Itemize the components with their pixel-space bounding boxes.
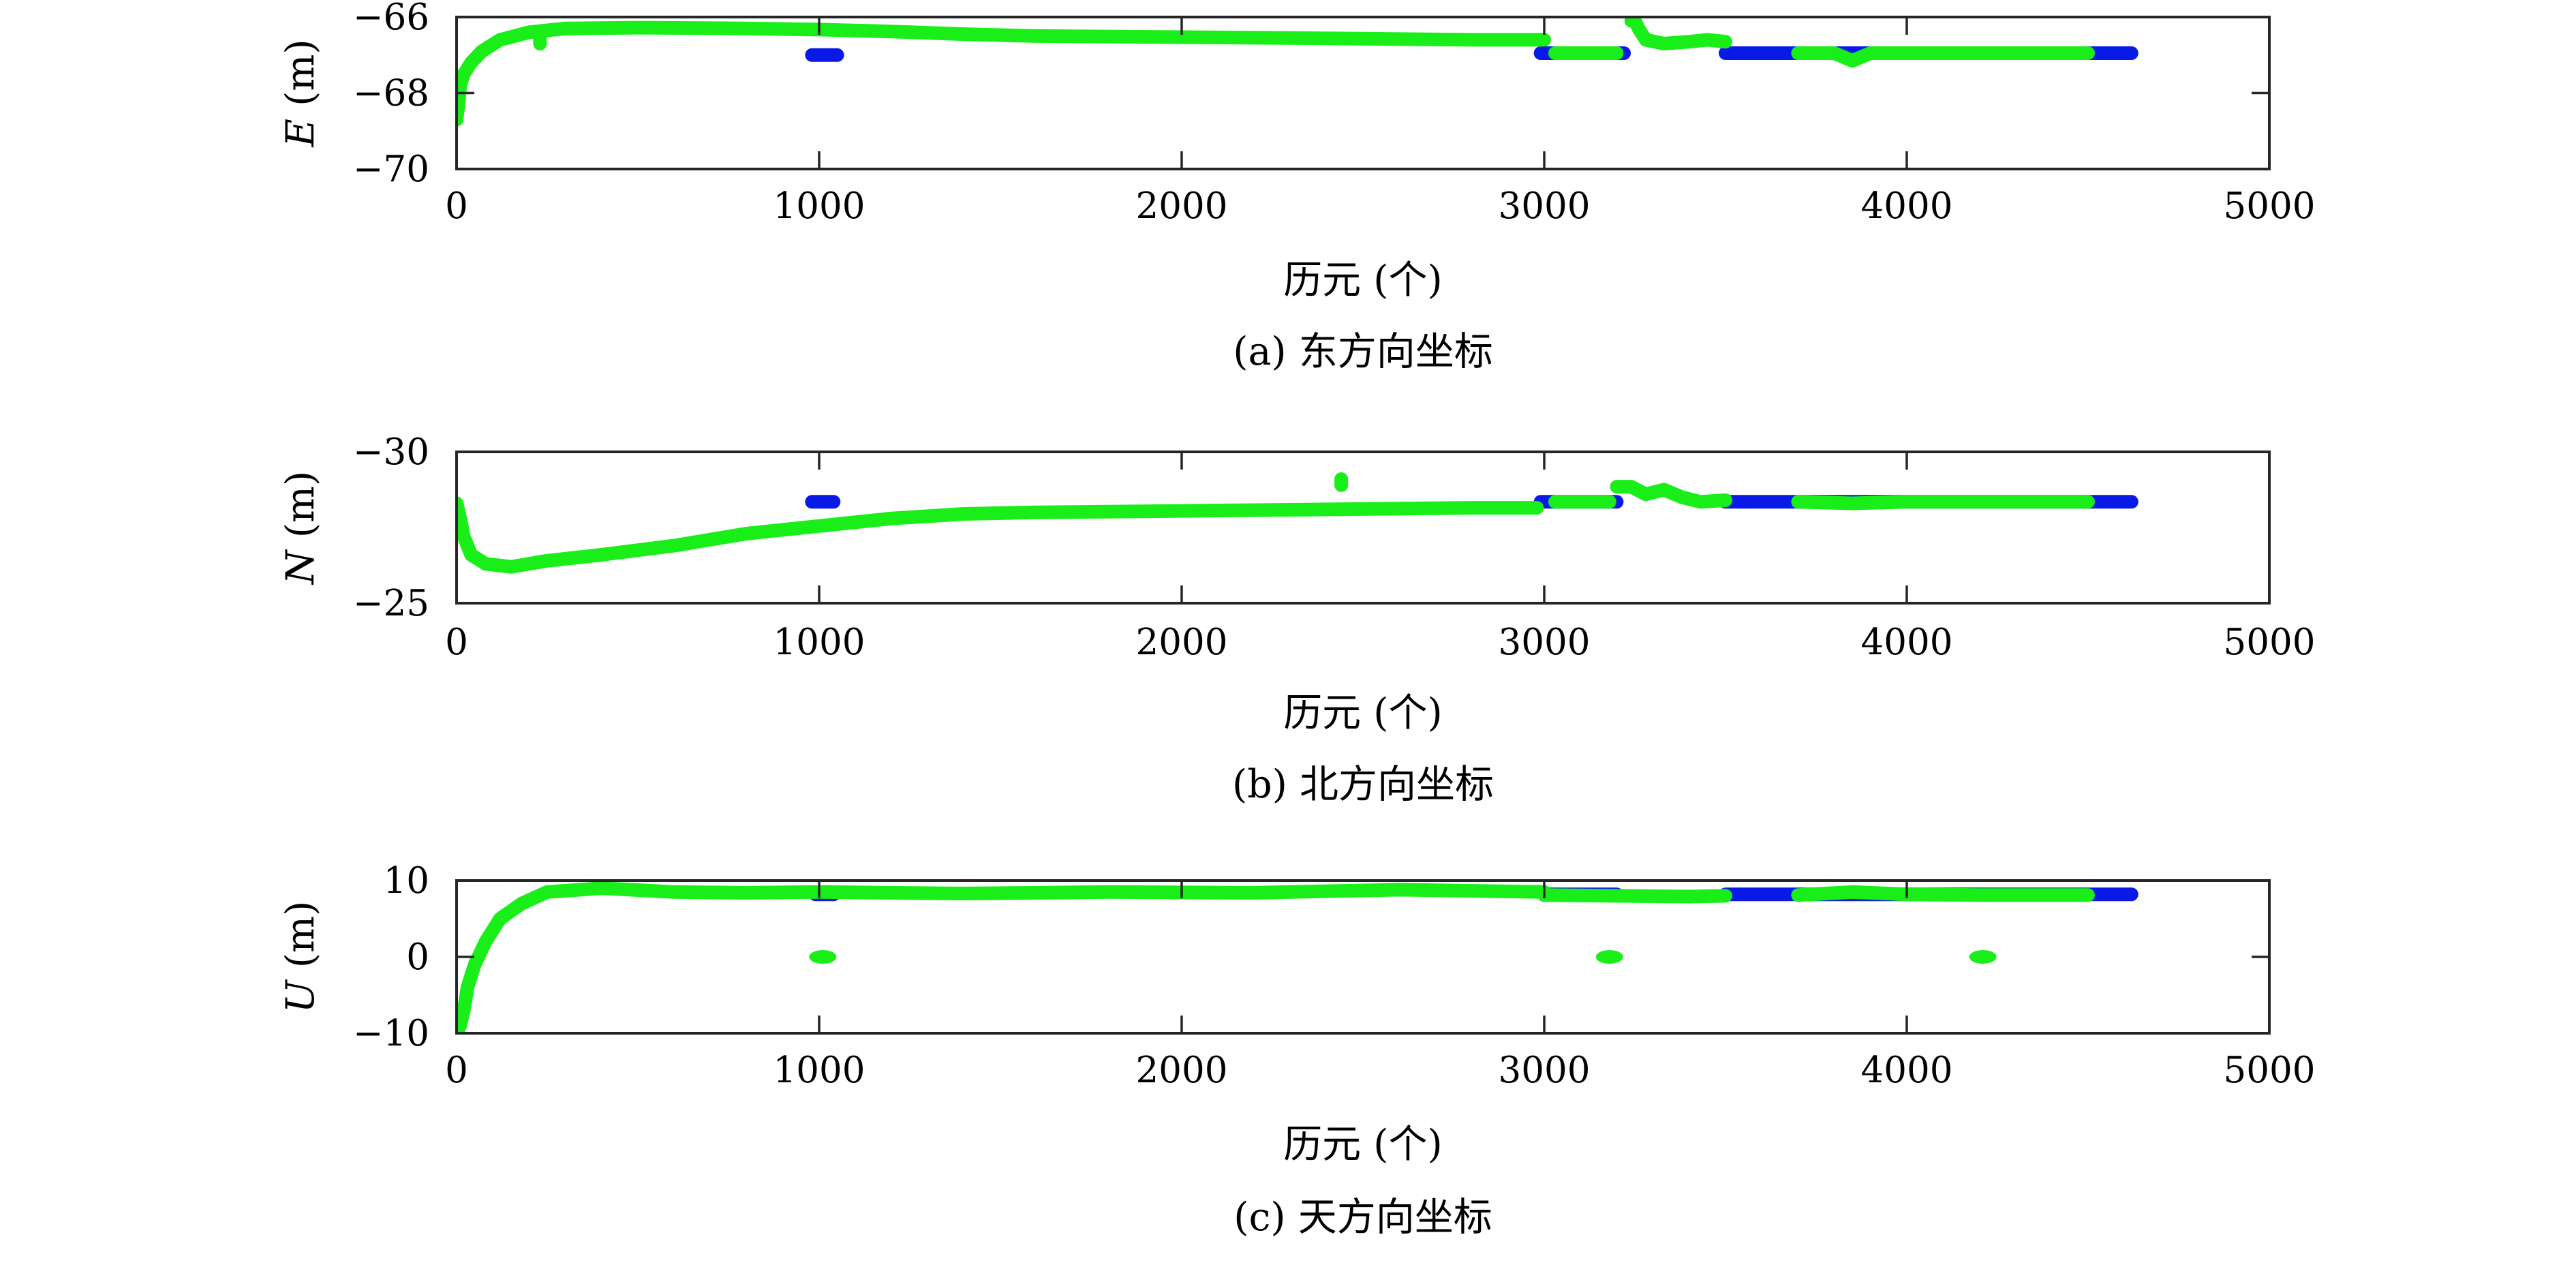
x-tick-label: 1000 [773,1050,865,1091]
x-tick-label: 2000 [1136,1050,1228,1091]
plot-area [457,17,2138,127]
x-tick-label: 1000 [773,622,865,663]
y-axis-unit: (m) [278,39,323,119]
chart-panel-2: 0 1000 2000 3000 4000 5000 −30 −25 N (m) 历元 (个) (b… [278,431,2315,807]
series-green-segment [1610,480,1732,509]
x-tick-label: 0 [445,622,468,663]
series-green-point [1969,950,1997,964]
series-green-segment [1624,17,1732,50]
x-tick-label: 4000 [1861,185,1953,227]
y-tick-label: −70 [353,149,429,190]
y-tick-label: −25 [353,583,429,624]
y-axis-variable: U [278,979,323,1013]
x-tick-label: 3000 [1499,185,1591,227]
x-tick-label: 4000 [1861,1050,1953,1091]
y-axis-variable: N [278,549,323,585]
x-tick-label: 4000 [1861,622,1953,663]
axes-frame [455,879,2271,1035]
series-green-point [809,950,837,964]
x-tick-label: 2000 [1136,185,1228,227]
series-green-segment [457,881,1551,1033]
y-axis-unit: (m) [278,901,323,981]
plot-area [457,881,2138,1033]
series-green-point [1595,950,1623,964]
x-tick-label: 5000 [2224,185,2316,227]
x-tick-label: 2000 [1136,622,1228,663]
panel-caption: (c) 天方向坐标 [1233,1195,1492,1240]
y-tick-label: −68 [353,73,429,115]
series-green-segment [457,20,1551,127]
x-tick-label: 1000 [773,185,865,227]
series-green-segment [1791,495,2095,510]
series-green-segment [1791,46,2095,68]
series-green-segment [1791,885,2095,902]
chart-panel-1: 0 1000 2000 3000 4000 5000 −70 −68 −66 E (m) 历元 (个… [278,0,2315,374]
x-tick-label: 3000 [1499,1050,1591,1091]
x-axis-label: 历元 (个) [1283,690,1443,735]
series-green-segment [457,496,1544,574]
y-tick-label: −10 [353,1013,429,1054]
plot-area [457,472,2138,574]
panel-caption: (a) 东方向坐标 [1233,329,1493,374]
series-green-segment [1537,888,1732,904]
x-tick-label: 0 [445,185,468,227]
y-axis-label: N (m) [278,471,323,586]
y-axis-variable: E [278,119,323,148]
x-axis-label: 历元 (个) [1283,258,1443,303]
y-axis-unit: (m) [278,471,323,551]
axes-frame [455,451,2271,605]
x-tick-label: 0 [445,1050,468,1091]
y-tick-label: 10 [384,860,429,902]
x-tick-label: 5000 [2224,1050,2316,1091]
y-axis-label: U (m) [278,901,323,1013]
x-tick-label: 5000 [2224,622,2316,663]
y-axis-label: E (m) [278,39,323,147]
y-tick-label: −30 [353,431,429,473]
y-tick-label: 0 [406,936,429,978]
panel-caption: (b) 北方向坐标 [1232,762,1494,807]
x-axis-label: 历元 (个) [1283,1122,1443,1167]
x-tick-label: 3000 [1499,622,1591,663]
chart-panel-3: 0 1000 2000 3000 4000 5000 −10 0 10 U (m) 历元 (个) (c… [278,860,2315,1240]
y-tick-label: −66 [353,0,429,38]
